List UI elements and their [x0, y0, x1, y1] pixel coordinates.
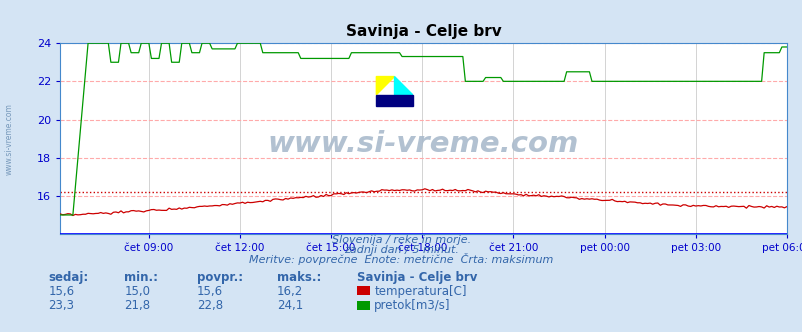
Text: 15,6: 15,6	[196, 285, 223, 298]
Text: 21,8: 21,8	[124, 299, 151, 312]
Text: 22,8: 22,8	[196, 299, 223, 312]
Polygon shape	[376, 77, 394, 95]
Polygon shape	[394, 77, 412, 95]
Text: www.si-vreme.com: www.si-vreme.com	[5, 104, 14, 175]
Text: Savinja - Celje brv: Savinja - Celje brv	[357, 271, 477, 284]
Text: 15,0: 15,0	[124, 285, 150, 298]
Text: 24,1: 24,1	[277, 299, 303, 312]
Polygon shape	[376, 95, 412, 106]
Text: min.:: min.:	[124, 271, 158, 284]
Text: pretok[m3/s]: pretok[m3/s]	[374, 299, 450, 312]
Text: www.si-vreme.com: www.si-vreme.com	[268, 130, 578, 158]
Text: 15,6: 15,6	[48, 285, 75, 298]
Text: Slovenija / reke in morje.: Slovenija / reke in morje.	[331, 235, 471, 245]
Text: 23,3: 23,3	[48, 299, 74, 312]
Text: Meritve: povprečne  Enote: metrične  Črta: maksimum: Meritve: povprečne Enote: metrične Črta:…	[249, 253, 553, 265]
Text: maks.:: maks.:	[277, 271, 321, 284]
Title: Savinja - Celje brv: Savinja - Celje brv	[346, 24, 500, 39]
Text: povpr.:: povpr.:	[196, 271, 242, 284]
Text: 16,2: 16,2	[277, 285, 303, 298]
Text: sedaj:: sedaj:	[48, 271, 88, 284]
Text: zadnji dan / 5 minut.: zadnji dan / 5 minut.	[343, 245, 459, 255]
Text: temperatura[C]: temperatura[C]	[374, 285, 466, 298]
